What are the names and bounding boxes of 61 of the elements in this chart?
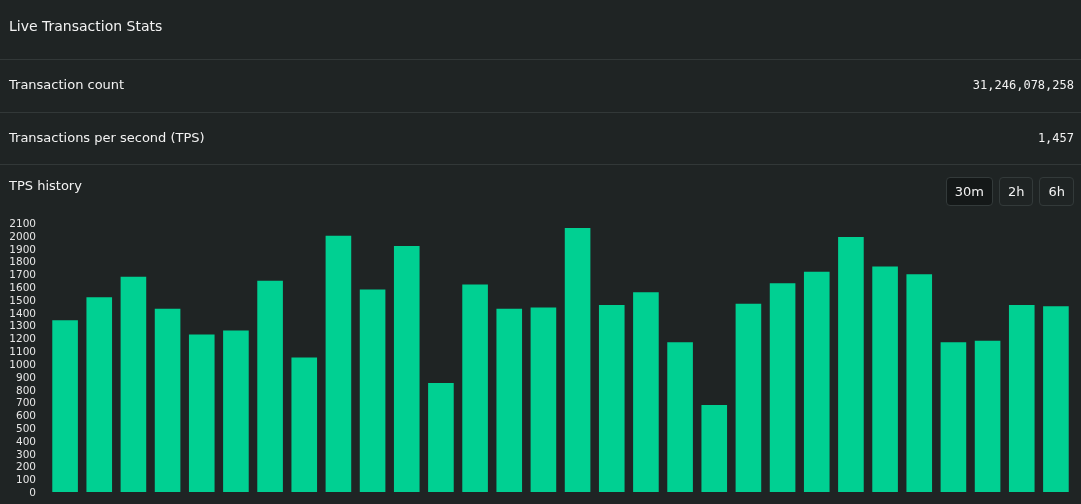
text: 6h (1039, 177, 1074, 206)
bar (359, 289, 386, 492)
bar (769, 283, 796, 492)
bar (838, 237, 864, 492)
y-tick-label: 1600 (9, 281, 36, 294)
bar (223, 330, 249, 492)
y-tick-label: 800 (15, 383, 36, 396)
bar (1008, 304, 1035, 492)
y-tick-label: 1700 (9, 268, 36, 281)
text: Transactions per second (TPS) (9, 130, 205, 145)
y-tick-label: 900 (15, 370, 36, 383)
bar (86, 297, 113, 492)
bar (667, 342, 693, 492)
bar (496, 308, 523, 492)
bar (872, 266, 898, 492)
y-tick-label: 1500 (9, 293, 36, 306)
bar (633, 292, 659, 492)
bar (325, 235, 352, 492)
y-tick-label: 2000 (9, 229, 36, 242)
bar (803, 271, 830, 492)
bar (530, 307, 557, 492)
bar (974, 340, 1001, 492)
y-tick-label: 300 (15, 447, 36, 460)
y-tick-label: 400 (15, 434, 36, 447)
bar (735, 303, 762, 492)
y-tick-label: 600 (15, 409, 36, 422)
text: 30m (945, 177, 993, 206)
text: 1,457 (1037, 131, 1074, 145)
y-tick-label: 1200 (9, 332, 36, 345)
y-tick-label: 500 (15, 421, 36, 434)
y-tick-label: 1400 (9, 306, 36, 319)
bar (564, 228, 591, 492)
text: 2h (998, 177, 1034, 206)
chart-title: Live Transaction Stats (9, 18, 163, 34)
bar (120, 276, 147, 492)
y-tick-label: 1900 (9, 242, 36, 255)
y-tick-label: 1100 (9, 345, 36, 358)
bar (1043, 306, 1069, 492)
y-tick-label: 1300 (9, 319, 36, 332)
bar (257, 280, 283, 492)
bar (291, 357, 318, 492)
y-tick-label: 1800 (9, 255, 36, 268)
bar (598, 304, 625, 492)
bar (906, 274, 933, 492)
bar (701, 404, 728, 492)
bar (52, 320, 78, 492)
bar (428, 383, 454, 492)
text: 31,246,078,258 (972, 78, 1074, 92)
text: Transaction count (9, 77, 125, 92)
y-tick-label: 100 (15, 473, 36, 486)
bar (462, 284, 488, 492)
bar (393, 246, 420, 492)
bar (154, 308, 181, 492)
y-tick-label: 200 (15, 460, 36, 473)
bar (188, 334, 215, 492)
y-tick-label: 2100 (9, 217, 36, 229)
y-tick-label: 0 (29, 486, 36, 498)
y-tick-label: 1000 (9, 357, 36, 370)
chart-subtitle: TPS history (9, 178, 82, 193)
y-tick-label: 700 (15, 396, 36, 409)
bar (940, 342, 967, 492)
